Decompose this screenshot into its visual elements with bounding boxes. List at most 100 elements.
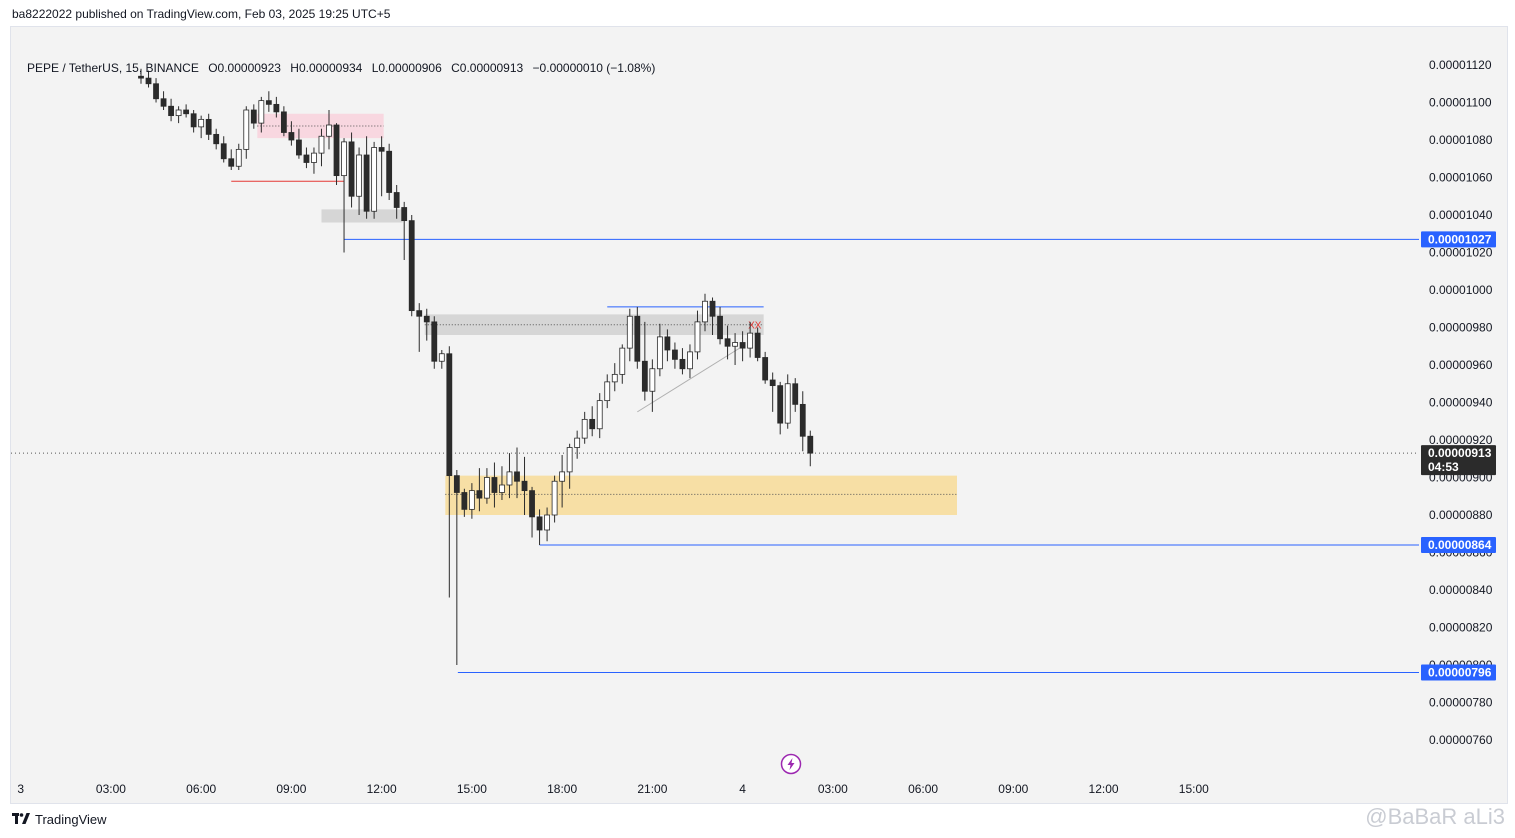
candle-body [634,315,641,362]
time-tick-label: 12:00 [1089,782,1119,796]
candle-body [333,124,340,177]
candle [521,456,528,515]
candle [551,475,558,523]
lightning-icon[interactable] [780,753,802,775]
price-tick-label: 0.00001100 [1429,96,1492,110]
candle-body [566,447,573,473]
candle [138,68,144,84]
candle [679,348,686,375]
tradingview-logo[interactable]: TradingView [12,812,107,827]
time-tick-label: 09:00 [998,782,1028,796]
candle [619,344,626,384]
candle-body [401,207,408,222]
price-axis: 0.00001120 0.00001100 0.00001080 0.00001060… [1429,58,1493,747]
time-axis: 18:0021:00303:0006:0009:0012:0015:0018:0… [17,782,1209,796]
candle-body [213,133,220,145]
candle-body [356,154,362,197]
candle-body [160,98,167,107]
candle [348,132,355,208]
candle [574,430,581,459]
candle [792,378,799,412]
candle [784,374,791,429]
candle-body [198,118,205,128]
price-tag-1027: 0.00001027 [1421,231,1496,248]
candle [145,70,152,88]
candle [694,310,701,360]
tradingview-mark-icon [12,812,30,827]
candle-body [243,109,250,150]
candle [491,462,498,508]
price-tick-label: 0.00001040 [1429,208,1493,222]
candle-body [747,332,754,349]
candle-body [679,358,686,370]
candle [296,128,302,159]
candle-body [687,351,693,370]
time-tick-label: 06:00 [908,782,938,796]
candle [243,106,250,159]
candle [198,115,205,139]
candle [626,308,633,362]
candle-body [205,118,212,135]
legend-high: H0.00000934 [290,61,363,75]
legend-close: C0.00000913 [451,61,524,75]
candle [544,507,550,542]
candle [664,329,671,362]
candle [769,372,776,412]
current-price-tag-bg [1421,445,1496,476]
candle [514,447,520,499]
candle [747,321,754,358]
price-tick-label: 0.00001060 [1429,171,1493,185]
candle-body [619,347,626,375]
candle-body [258,100,265,124]
price-tag-1027-text: 0.00001027 [1428,232,1492,246]
price-chart[interactable]: XX 0.000011200.000011000.000010800.00001… [11,27,1507,803]
candle-body [777,385,784,424]
price-tick-label: 0.00001000 [1429,283,1493,297]
time-tick-label: 15:00 [457,782,487,796]
price-tick-label: 0.00000840 [1429,583,1493,597]
time-tick-label: 12:00 [367,782,397,796]
price-tag-796: 0.00000796 [1421,664,1496,681]
zone-gray-wide [424,314,764,335]
candle-body [311,152,317,163]
time-tick-label: 21:00 [637,782,667,796]
candle [559,455,566,508]
candle [611,363,618,392]
price-tick-label: 0.00001080 [1429,133,1493,147]
candle [288,121,295,146]
candle [280,106,287,137]
candle-body [461,492,468,510]
time-tick-label: 09:00 [276,782,306,796]
candle-body [438,353,445,362]
candle [378,136,385,197]
price-tag-864-bg [1421,537,1496,553]
candle-body [386,150,393,193]
candle-body [280,111,287,133]
candle-body [807,435,814,454]
candle [732,333,738,365]
candle [536,509,543,545]
candle [476,468,483,512]
candle-body [656,336,663,370]
candle [453,470,460,665]
candle-body [611,373,618,383]
price-tick-label: 0.00001120 [1429,58,1492,72]
candle-body [341,141,347,177]
chart-frame[interactable]: XX 0.00001120 0.00001100 0.00001080 0.00001… [10,26,1508,804]
candle [739,331,746,362]
candle-body [228,158,235,167]
candles-group [138,68,814,665]
chart-zones [257,113,957,515]
price-tag-796-bg [1421,664,1496,681]
candle [311,147,317,174]
candle-body [754,332,761,358]
price-tag-796-text: 0.00000796 [1428,666,1492,680]
candle [596,393,603,439]
candle [656,323,663,377]
candle-body [416,310,423,317]
candle [687,344,693,379]
candle-body [318,135,325,154]
candle-body [784,383,791,424]
candle-body [408,220,415,312]
